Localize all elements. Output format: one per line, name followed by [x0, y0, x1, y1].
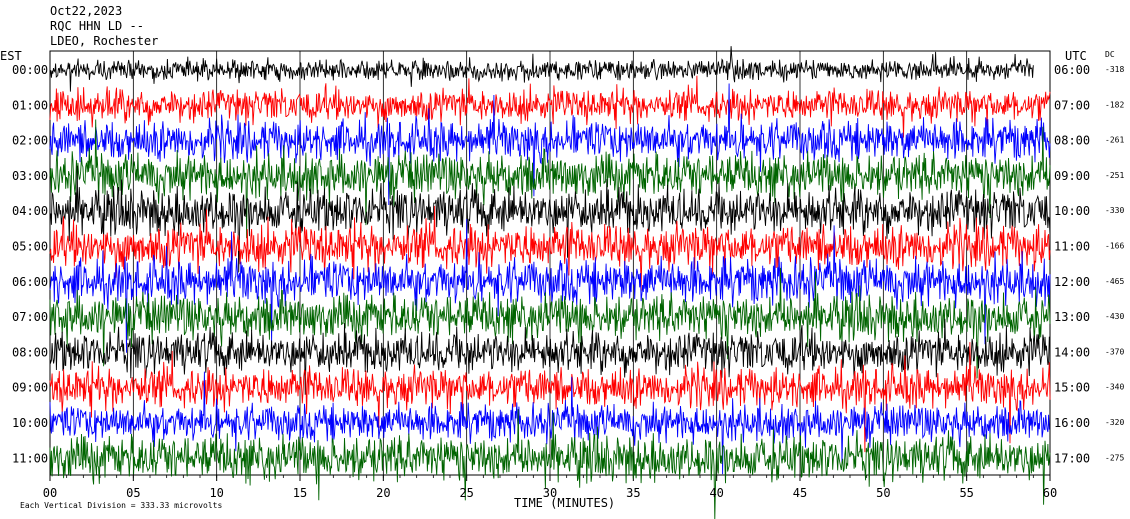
x-tick-label: 40 — [709, 486, 723, 500]
utc-hour-label: 10:00 — [1054, 204, 1090, 218]
left-axis-label: EST — [0, 49, 22, 63]
utc-hour-label: 14:00 — [1054, 345, 1090, 359]
dc-offset-label: -261 — [1105, 136, 1124, 145]
utc-hour-label: 07:00 — [1054, 98, 1090, 112]
dc-offset-label: -251 — [1105, 171, 1124, 180]
right-axis-label: UTC — [1065, 49, 1087, 63]
est-hour-label: 10:00 — [12, 416, 48, 430]
header-date: Oct22,2023 — [50, 4, 122, 18]
est-hour-label: 03:00 — [12, 169, 48, 183]
dc-offset-label: -465 — [1105, 277, 1124, 286]
x-tick-label: 15 — [293, 486, 307, 500]
utc-hour-label: 12:00 — [1054, 275, 1090, 289]
footer-note: Each Vertical Division = 333.33 microvol… — [20, 501, 222, 510]
seismic-trace — [49, 165, 1051, 273]
utc-hour-label: 06:00 — [1054, 63, 1090, 77]
utc-hour-label: 16:00 — [1054, 416, 1090, 430]
utc-hour-label: 09:00 — [1054, 169, 1090, 183]
x-tick-label: 35 — [626, 486, 640, 500]
x-tick-label: 30 — [543, 486, 557, 500]
seismic-trace — [49, 342, 1051, 453]
est-hour-label: 02:00 — [12, 134, 48, 148]
utc-hour-label: 15:00 — [1054, 381, 1090, 395]
dc-offset-label: -275 — [1105, 453, 1124, 462]
est-hour-label: 05:00 — [12, 240, 48, 254]
seismic-trace — [49, 46, 1034, 92]
seismic-trace — [49, 371, 1050, 475]
est-hour-label: 11:00 — [12, 451, 48, 465]
x-tick-label: 05 — [126, 486, 140, 500]
seismic-trace — [49, 75, 1051, 138]
est-hour-label: 04:00 — [12, 204, 48, 218]
utc-hour-label: 13:00 — [1054, 310, 1090, 324]
dc-label: DC — [1105, 50, 1115, 59]
seismic-trace — [49, 218, 1051, 353]
est-hour-label: 08:00 — [12, 345, 48, 359]
x-tick-label: 00 — [43, 486, 57, 500]
dc-offset-label: -430 — [1105, 312, 1124, 321]
dc-offset-label: -182 — [1105, 100, 1124, 109]
est-hour-label: 06:00 — [12, 275, 48, 289]
header-station: RQC HHN LD -- — [50, 19, 144, 33]
x-tick-label: 25 — [459, 486, 473, 500]
x-tick-label: 60 — [1043, 486, 1057, 500]
dc-offset-label: -318 — [1105, 65, 1124, 74]
est-hour-label: 01:00 — [12, 98, 48, 112]
seismic-trace — [49, 119, 1051, 239]
dc-offset-label: -340 — [1105, 383, 1124, 392]
seismic-trace — [49, 205, 1051, 291]
x-tick-label: 45 — [793, 486, 807, 500]
x-tick-label: 20 — [376, 486, 390, 500]
est-hour-label: 09:00 — [12, 381, 48, 395]
x-tick-label: 55 — [959, 486, 973, 500]
seismic-trace — [49, 318, 1051, 395]
dc-offset-label: -320 — [1105, 418, 1124, 427]
utc-hour-label: 11:00 — [1054, 240, 1090, 254]
seismic-trace — [49, 267, 1051, 379]
dc-offset-label: -370 — [1105, 347, 1124, 356]
header-network: LDEO, Rochester — [50, 34, 158, 48]
dc-offset-label: -166 — [1105, 242, 1124, 251]
dc-offset-label: -330 — [1105, 206, 1124, 215]
est-hour-label: 00:00 — [12, 63, 48, 77]
est-hour-label: 07:00 — [12, 310, 48, 324]
seismic-trace — [49, 409, 1051, 519]
utc-hour-label: 17:00 — [1054, 451, 1090, 465]
seismic-trace — [49, 83, 1051, 206]
x-tick-label: 50 — [876, 486, 890, 500]
utc-hour-label: 08:00 — [1054, 134, 1090, 148]
x-axis-label: TIME (MINUTES) — [514, 496, 615, 510]
x-tick-label: 10 — [209, 486, 223, 500]
